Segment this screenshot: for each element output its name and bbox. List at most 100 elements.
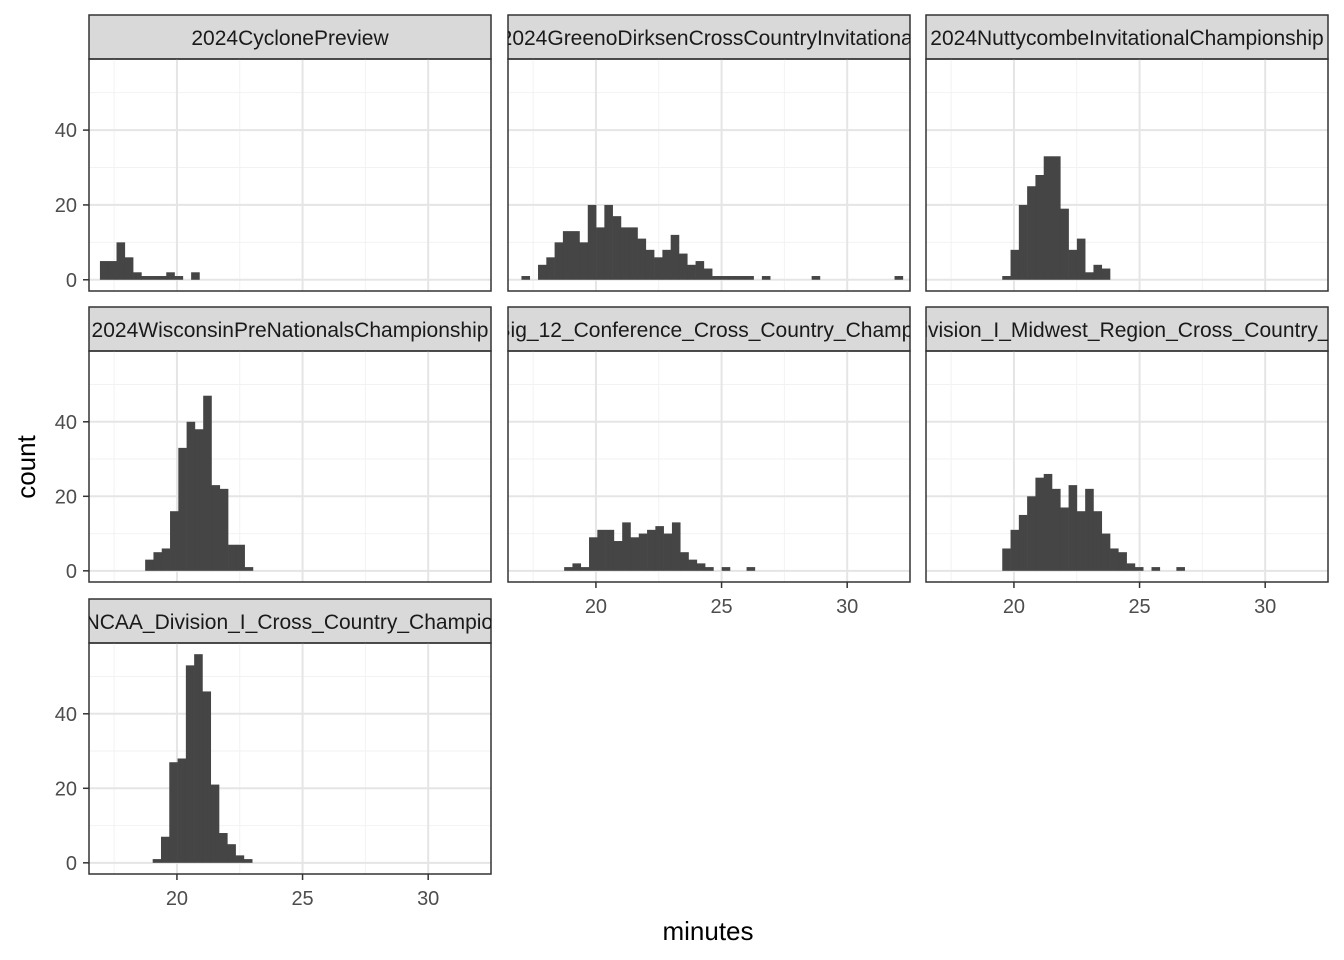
panel-border <box>925 350 1329 583</box>
histogram-bar <box>1093 511 1103 571</box>
x-tick-label: 20 <box>166 888 188 910</box>
histogram-bar <box>141 276 150 280</box>
y-tick-label: 20 <box>55 195 77 217</box>
histogram-bar <box>243 859 253 863</box>
histogram-bar <box>1085 272 1094 280</box>
histogram-bar <box>597 529 606 571</box>
histogram-bar <box>587 204 597 280</box>
facet-strip-label: 2024GreenoDirksenCrossCountryInvitationa… <box>501 27 918 50</box>
histogram-bar <box>244 567 254 571</box>
histogram-bar <box>612 216 622 280</box>
histogram-bar <box>160 836 170 863</box>
histogram-bar <box>1018 204 1028 280</box>
histogram-bar <box>737 276 746 280</box>
facet-panel: 2024CyclonePreview 0 20 40 <box>55 14 492 292</box>
histogram-bars <box>99 242 200 280</box>
histogram-bar <box>149 276 159 280</box>
histogram-bar <box>1085 488 1094 571</box>
x-tick-label: 30 <box>836 596 858 618</box>
facet-panel: 2024GreenoDirksenCrossCountryInvitationa… <box>501 14 918 292</box>
histogram-bar <box>604 204 613 280</box>
histogram-bar <box>153 552 163 571</box>
histogram-bar <box>695 261 705 280</box>
facet-strip-label: 2024CyclonePreview <box>191 27 389 50</box>
histogram-bar <box>554 242 564 280</box>
histogram-bar <box>1052 488 1061 571</box>
histogram-bar <box>116 242 126 280</box>
histogram-bar <box>210 784 220 863</box>
histogram-bars <box>1002 473 1185 571</box>
histogram-bar <box>1134 567 1144 571</box>
histogram-bar <box>1027 186 1036 280</box>
histogram-bar <box>236 544 245 571</box>
histogram-bar <box>1060 208 1069 280</box>
x-tick-label: 30 <box>417 888 439 910</box>
facet-strip-label: 2024_Big_12_Conference_Cross_Country_Cha… <box>438 319 980 342</box>
histogram-bar <box>761 276 771 280</box>
histogram-bar <box>1010 529 1020 571</box>
histogram-bar <box>177 758 187 863</box>
facet-panel: 2024WisconsinPreNationalsChampionship 0 20… <box>55 306 492 583</box>
histogram-bar <box>1027 496 1036 571</box>
histogram-bar <box>688 559 698 571</box>
histogram-bar <box>133 272 142 280</box>
x-tick-label: 25 <box>1128 596 1150 618</box>
histogram-bar <box>1068 485 1078 571</box>
histogram-bars <box>1002 156 1111 280</box>
y-tick-label: 40 <box>55 412 77 434</box>
histogram-bar <box>605 529 615 571</box>
histogram-bar <box>589 537 598 571</box>
y-tick-label: 0 <box>66 561 77 583</box>
histogram-bar <box>1035 477 1045 571</box>
histogram-bar <box>185 665 195 863</box>
histogram-bar <box>894 276 904 280</box>
histogram-bar <box>579 242 589 280</box>
histogram-bar <box>157 276 167 280</box>
facet-strip <box>88 598 492 644</box>
x-tick-label: 25 <box>291 888 313 910</box>
histogram-bar <box>1068 249 1078 280</box>
histogram-bar <box>703 268 713 280</box>
y-axis-title: count <box>11 434 41 498</box>
histogram-bar <box>662 249 671 280</box>
panel-border <box>88 58 492 292</box>
facet-strip-label: 2024_NCAA_Division_I_Midwest_Region_Cros… <box>780 319 1344 342</box>
histogram-bar <box>166 272 175 280</box>
facet-strip-label: 2024_NCAA_Division_I_Cross_Country_Champ… <box>26 611 554 634</box>
panel-border <box>507 58 911 292</box>
histogram-bar <box>1151 567 1161 571</box>
histogram-bar <box>1018 514 1028 571</box>
histogram-bar <box>671 522 681 571</box>
histogram-bar <box>124 257 134 280</box>
y-tick-label: 40 <box>55 120 77 142</box>
facet-strip-label: 2024WisconsinPreNationalsChampionship <box>92 319 489 342</box>
facet-panel: 2024NuttycombeInvitationalChampionship <box>925 14 1329 292</box>
histogram-bar <box>629 227 638 280</box>
histogram-bar <box>1076 511 1086 571</box>
histogram-bar <box>1110 548 1119 571</box>
histogram-bars <box>564 522 756 571</box>
histogram-bars <box>521 204 904 280</box>
facet-strip <box>88 306 492 352</box>
histogram-bar <box>1002 548 1011 571</box>
histogram-bar <box>1043 473 1053 571</box>
histogram-bar <box>654 257 663 280</box>
histogram-bar <box>720 276 730 280</box>
histogram-bar <box>637 238 647 280</box>
histogram-bar <box>227 844 236 863</box>
histogram-bar <box>203 395 212 571</box>
histogram-bar <box>1118 552 1127 571</box>
x-tick-label: 25 <box>710 596 732 618</box>
histogram-bar <box>620 227 630 280</box>
histogram-bar <box>622 522 631 571</box>
histogram-bar <box>712 276 721 280</box>
histogram-bar <box>174 276 184 280</box>
facet-panel: 2024_Big_12_Conference_Cross_Country_Cha… <box>438 306 980 618</box>
histogram-bar <box>1002 276 1011 280</box>
x-axis-title: minutes <box>662 916 753 946</box>
histogram-bar <box>170 511 179 571</box>
histogram-bar <box>680 552 689 571</box>
panel-border <box>507 350 911 583</box>
